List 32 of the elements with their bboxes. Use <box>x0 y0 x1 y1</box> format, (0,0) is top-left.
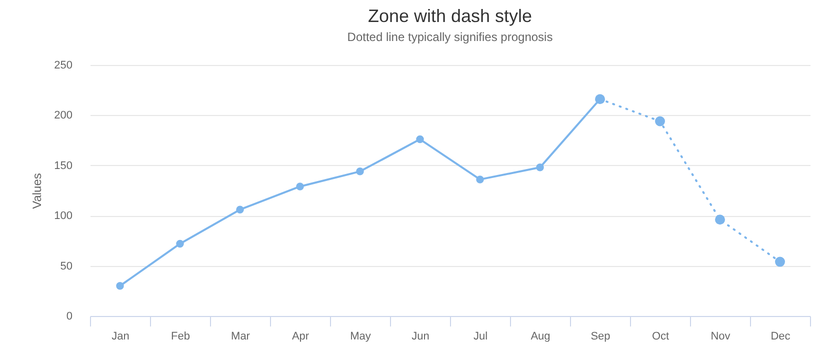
y-tick-label: 250 <box>54 60 72 72</box>
point <box>536 164 544 172</box>
chart-subtitle: Dotted line typically signifies prognosis <box>347 30 553 44</box>
point <box>715 214 725 225</box>
x-tick-label: Dec <box>770 330 791 342</box>
point <box>476 176 484 184</box>
x-tick-label: Nov <box>710 330 731 342</box>
point <box>655 116 665 126</box>
y-tick-label: 150 <box>54 160 72 172</box>
point <box>236 206 244 214</box>
x-tick-label: Sep <box>590 330 610 342</box>
point <box>296 182 304 190</box>
x-tick-label: Aug <box>530 330 550 342</box>
point <box>356 168 364 176</box>
chart-title: Zone with dash style <box>368 6 532 26</box>
x-tick-label: Jan <box>112 330 130 342</box>
point <box>416 135 424 144</box>
point <box>176 240 184 248</box>
x-tick-label: Oct <box>652 330 670 342</box>
y-axis-title: Values <box>30 173 44 209</box>
x-tick-label: Jun <box>412 330 430 342</box>
point <box>775 256 785 267</box>
y-tick-label: 50 <box>60 260 72 272</box>
x-tick-label: Apr <box>292 330 310 342</box>
x-tick-label: Mar <box>231 330 250 342</box>
x-tick-label: May <box>350 330 372 342</box>
y-tick-label: 200 <box>54 110 72 122</box>
y-tick-label: 0 <box>66 310 72 322</box>
point <box>116 282 124 290</box>
x-tick-label: Jul <box>473 330 488 342</box>
x-tick-label: Feb <box>171 330 190 342</box>
y-tick-label: 100 <box>54 210 72 222</box>
